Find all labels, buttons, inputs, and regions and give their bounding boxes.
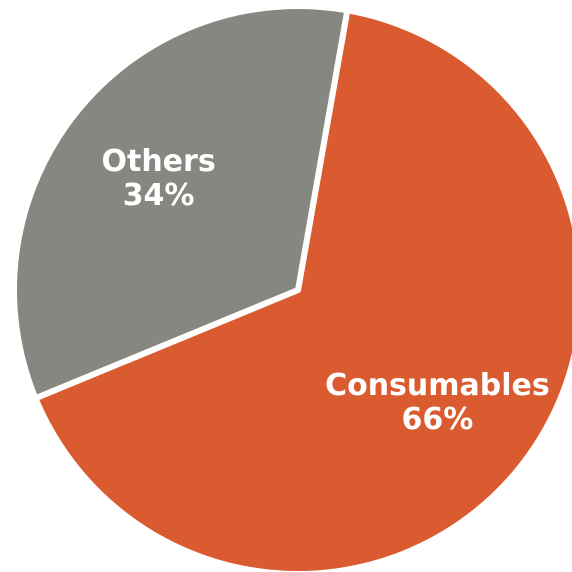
slice-label-percent: 34%: [123, 178, 195, 213]
pie-slice-consumables: [32, 7, 572, 572]
pie-slice-others: [11, 3, 351, 402]
slice-label-name: Consumables: [325, 368, 550, 403]
slice-label-name: Others: [101, 144, 215, 179]
pie-slices: [11, 3, 572, 572]
slice-label-percent: 66%: [401, 402, 473, 437]
